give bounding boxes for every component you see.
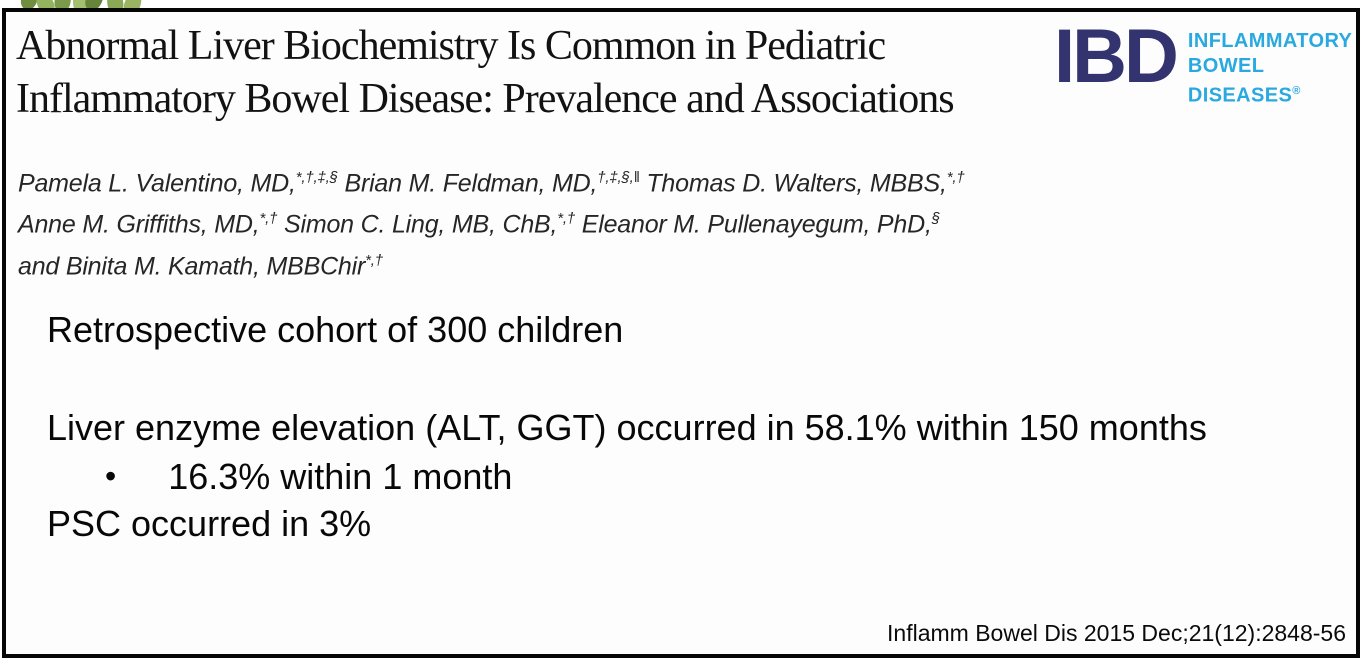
finding-enzyme-elevation: Liver enzyme elevation (ALT, GGT) occurr…	[47, 407, 1207, 448]
bullet-icon: •	[105, 458, 117, 494]
ibd-logo-word-1: INFLAMMATORY	[1187, 30, 1353, 52]
paper-title-line2: Inflammatory Bowel Disease: Prevalence a…	[16, 76, 955, 122]
finding-psc: PSC occurred in 3%	[47, 503, 372, 544]
author-list: Pamela L. Valentino, MD,*,†,‡,§ Brian M.…	[18, 160, 965, 284]
ibd-logo-wordmark: INFLAMMATORY BOWEL DISEASES®	[1188, 24, 1352, 109]
author-line-3: and Binita M. Kamath, MBBChir*,†	[18, 251, 383, 280]
ibd-journal-logo: IBD INFLAMMATORY BOWEL DISEASES®	[1054, 14, 1352, 109]
finding-sub-bullet-text: 16.3% within 1 month	[168, 456, 513, 497]
ibd-logo-word-3-text: DISEASES	[1187, 84, 1293, 107]
paper-title-line1: Abnormal Liver Biochemistry Is Common in…	[16, 23, 886, 69]
author-line-1: Pamela L. Valentino, MD,*,†,‡,§ Brian M.…	[18, 169, 965, 198]
registered-trademark-icon: ®	[1292, 85, 1301, 97]
finding-cohort: Retrospective cohort of 300 children	[47, 309, 624, 350]
ibd-logo-word-3: DISEASES®	[1188, 79, 1352, 109]
paper-title: Abnormal Liver Biochemistry Is Common in…	[16, 20, 955, 126]
slide-frame: Abnormal Liver Biochemistry Is Common in…	[2, 8, 1360, 658]
ibd-logo-word-2: BOWEL	[1187, 55, 1265, 77]
finding-sub-bullet: • 16.3% within 1 month	[47, 456, 512, 497]
ibd-logo-acronym: IBD	[1054, 14, 1179, 99]
author-line-2: Anne M. Griffiths, MD,*,† Simon C. Ling,…	[18, 210, 940, 239]
citation: Inflamm Bowel Dis 2015 Dec;21(12):2848-5…	[887, 620, 1346, 646]
